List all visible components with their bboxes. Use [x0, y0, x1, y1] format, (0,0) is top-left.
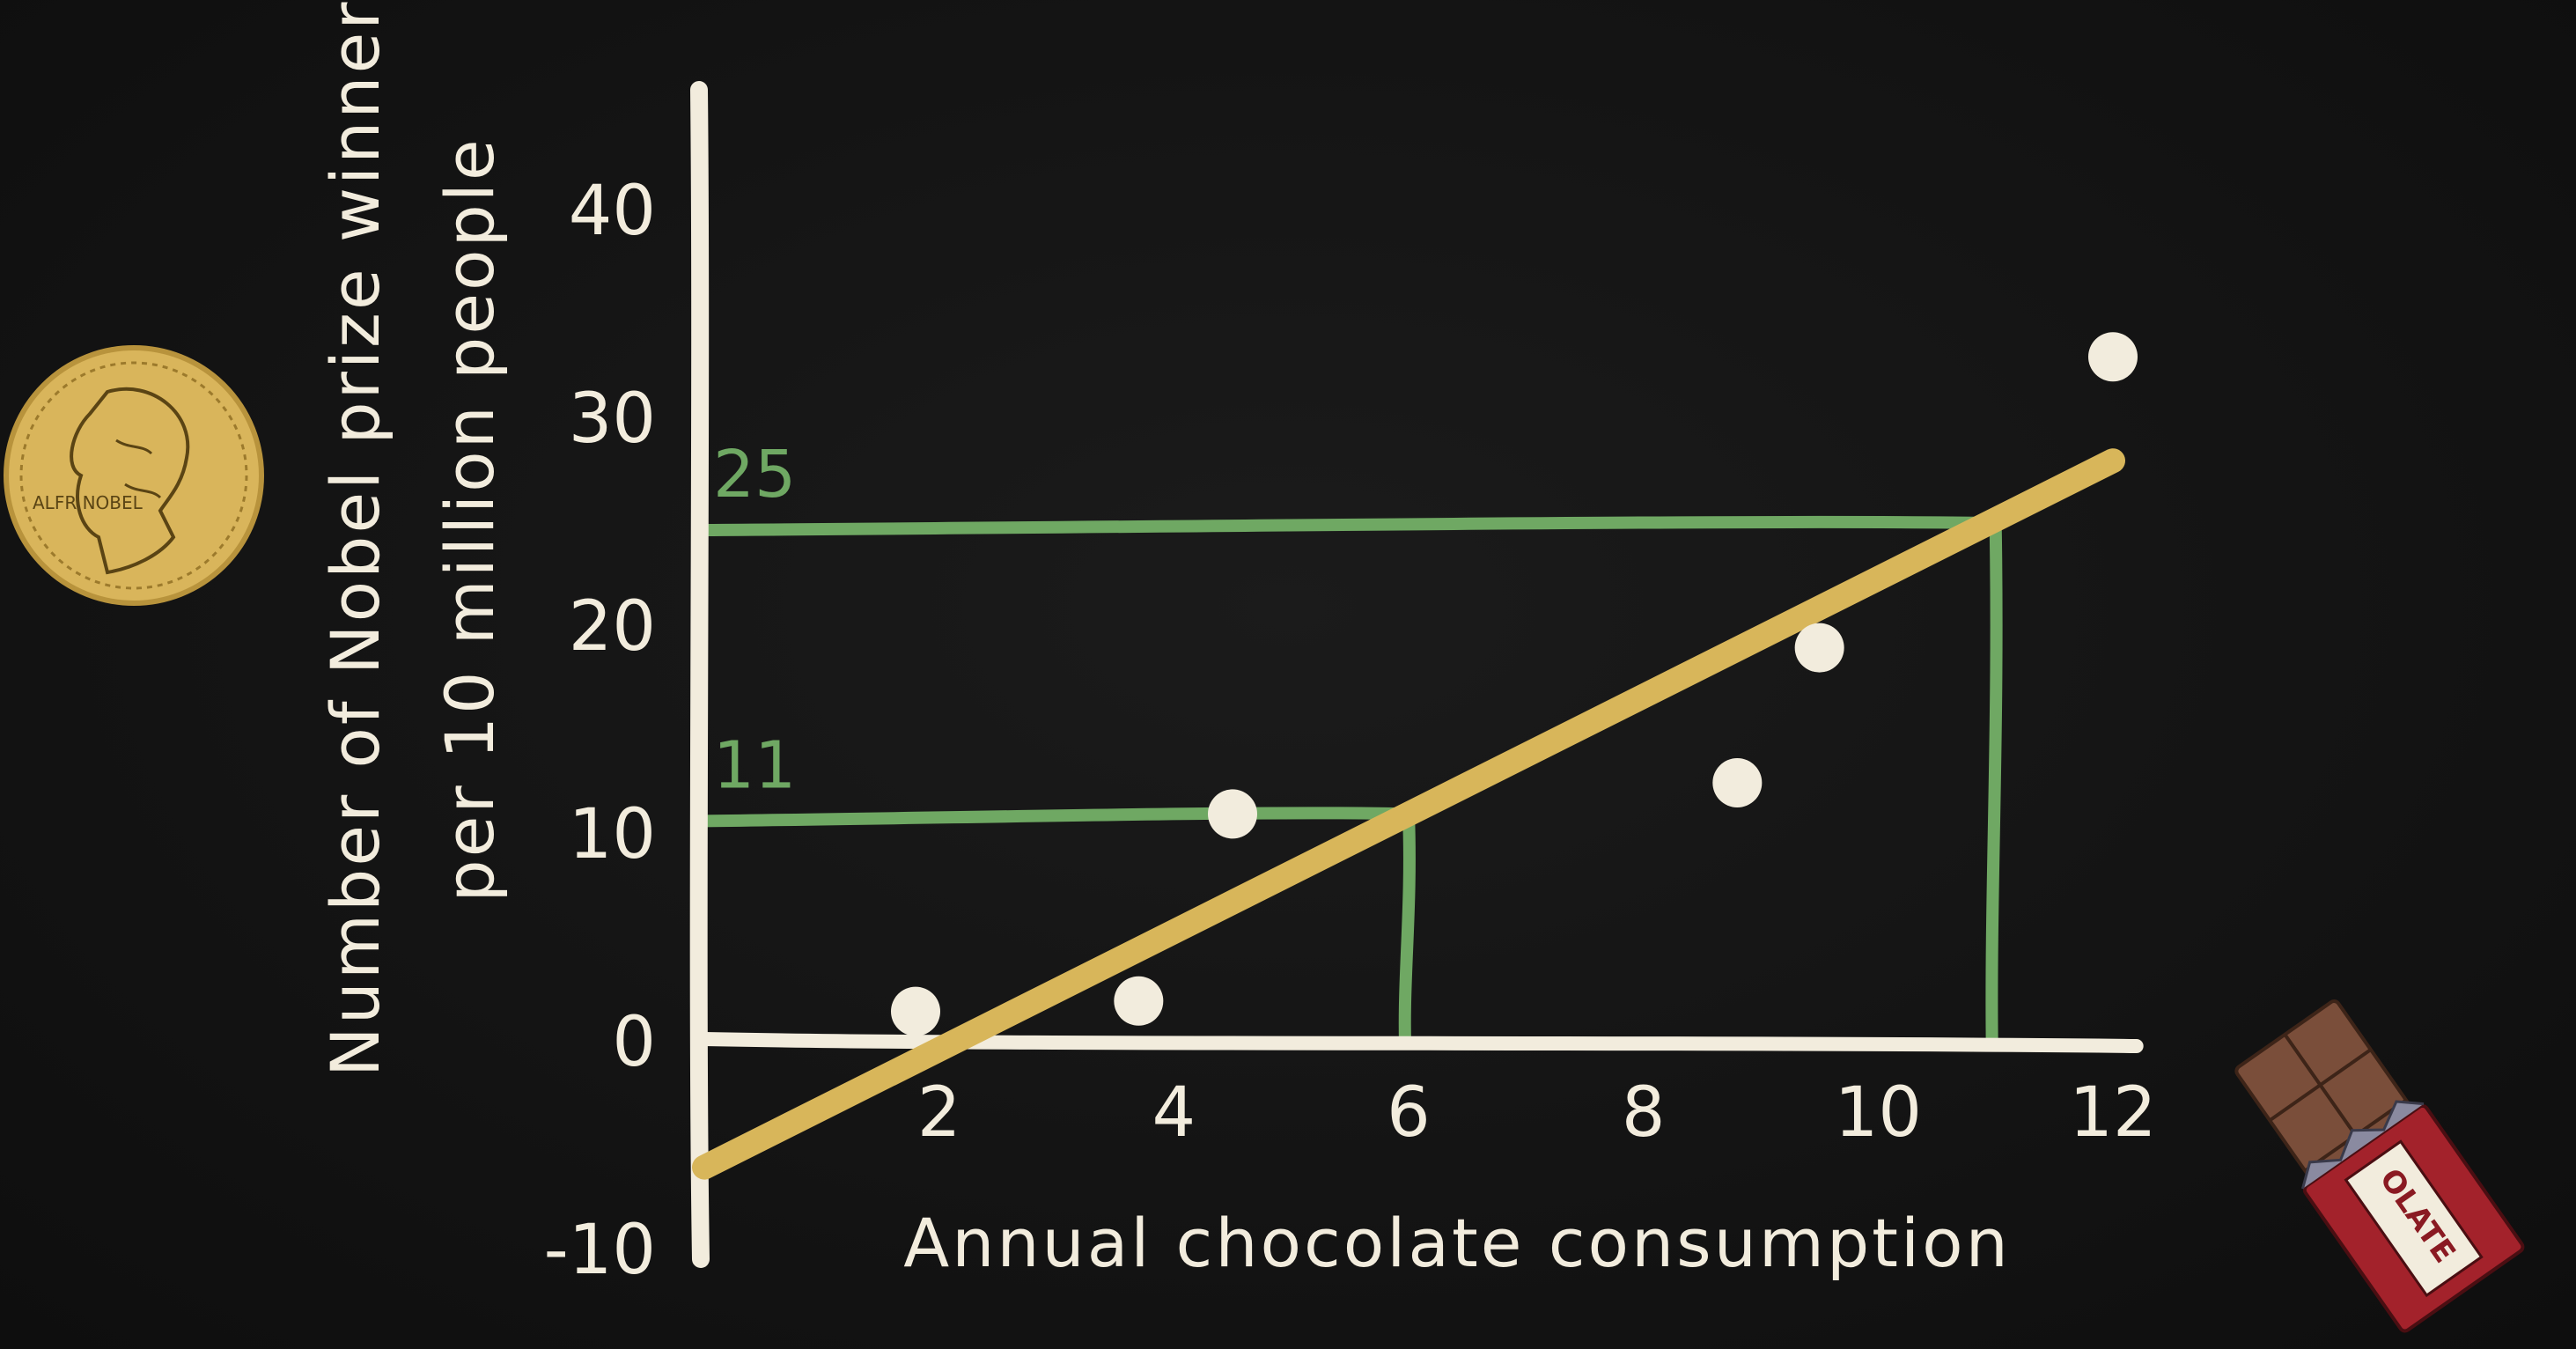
x-tick-label: 4: [1152, 1073, 1196, 1153]
trend-line-group: [692, 448, 2125, 1180]
x-tick-label: 12: [2069, 1073, 2156, 1153]
y-tick-label: 40: [569, 172, 656, 251]
axes: [689, 81, 2144, 1268]
x-tick-label: 6: [1387, 1073, 1431, 1153]
y-axis-title: Number of Nobel prize winners per 10 mil…: [316, 0, 509, 1077]
annotation-horizontal-guide: [698, 515, 2002, 536]
y-tick-label: 20: [569, 587, 656, 667]
data-point: [891, 986, 940, 1036]
x-tick-label: 8: [1622, 1073, 1666, 1153]
y-tick-label: -10: [544, 1211, 656, 1290]
annotation-label: 25: [713, 437, 796, 512]
data-point: [1114, 976, 1164, 1026]
x-axis-title: Annual chocolate consumption: [903, 1204, 2011, 1282]
data-point: [1794, 623, 1844, 673]
annotation-guides: 11 25: [698, 437, 2003, 1049]
x-tick-label: 10: [1835, 1073, 1922, 1153]
y-tick-labels: 40 30 20 10 0 -10: [544, 172, 656, 1290]
nobel-medal-icon: ALFR NOBEL: [4, 345, 264, 606]
y-axis-title-line2: per 10 million people: [431, 136, 509, 902]
y-tick-label: 10: [569, 795, 656, 874]
x-tick-label: 2: [917, 1073, 961, 1153]
chocolate-bar-icon: OLATE: [2234, 999, 2525, 1333]
data-points: [891, 332, 2138, 1036]
annotation-vertical-guide: [1985, 517, 2003, 1049]
annotation-vertical-guide: [1398, 807, 1416, 1049]
y-tick-label: 0: [612, 1003, 656, 1082]
x-axis-line: [697, 1032, 2144, 1053]
annotation-label: 11: [713, 727, 796, 803]
trend-line: [692, 448, 2125, 1180]
x-tick-labels: 2 4 6 8 10 12: [917, 1073, 2157, 1153]
data-point: [1208, 789, 1257, 839]
data-point: [1712, 758, 1763, 807]
y-axis-line: [689, 81, 710, 1268]
medal-lettering: ALFR NOBEL: [33, 492, 144, 513]
annotation-horizontal-guide: [698, 807, 1415, 828]
data-point: [2088, 332, 2138, 382]
y-axis-title-line1: Number of Nobel prize winners: [316, 0, 394, 1077]
y-tick-label: 30: [569, 380, 656, 459]
